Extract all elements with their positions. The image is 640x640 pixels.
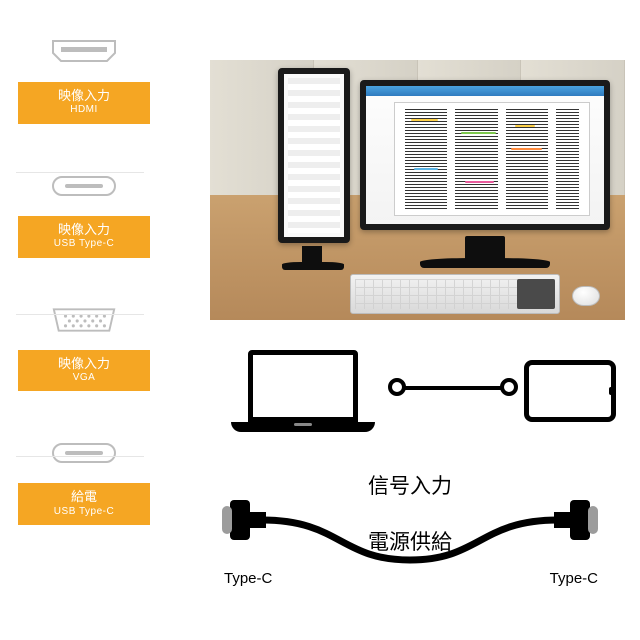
port-title: 映像入力	[18, 356, 150, 372]
right-connector-label: Type-C	[550, 570, 598, 587]
hdmi-icon	[48, 32, 120, 72]
divider	[16, 172, 144, 173]
port-label-hdmi: 映像入力 HDMI	[18, 82, 150, 124]
divider	[16, 314, 144, 315]
port-label-usbc-video: 映像入力 USB Type-C	[18, 216, 150, 258]
port-column: 映像入力 HDMI 映像入力 USB Type-C	[14, 32, 154, 525]
port-title: 映像入力	[18, 222, 150, 238]
port-item-usbc-power: 給電 USB Type-C	[14, 433, 154, 525]
divider	[16, 456, 144, 457]
keyboard-icon	[350, 274, 560, 314]
port-title: 給電	[18, 489, 150, 505]
connection-node	[388, 378, 406, 396]
port-item-usbc-video: 映像入力 USB Type-C	[14, 166, 154, 258]
connection-line	[396, 386, 506, 390]
laptop-tablet-diagram	[230, 342, 610, 460]
tablet-icon	[524, 360, 616, 422]
port-title: 映像入力	[18, 88, 150, 104]
usbc-icon	[48, 433, 120, 473]
port-subtitle: USB Type-C	[18, 506, 150, 519]
port-subtitle: VGA	[18, 372, 150, 385]
mouse-icon	[572, 286, 600, 306]
port-subtitle: USB Type-C	[18, 238, 150, 251]
typec-cable-diagram: 信号入力 電源供給 Type-C Type-C	[200, 470, 620, 620]
port-subtitle: HDMI	[18, 104, 150, 117]
desktop-setup-photo	[210, 60, 625, 320]
connection-node	[500, 378, 518, 396]
horizontal-monitor-icon	[360, 80, 610, 230]
port-label-usbc-power: 給電 USB Type-C	[18, 483, 150, 525]
vga-icon	[48, 300, 120, 340]
laptop-icon	[248, 350, 375, 432]
vertical-monitor-icon	[278, 68, 350, 243]
left-connector-label: Type-C	[224, 570, 272, 587]
power-supply-label: 電源供給	[368, 526, 452, 556]
port-item-hdmi: 映像入力 HDMI	[14, 32, 154, 124]
port-label-vga: 映像入力 VGA	[18, 350, 150, 392]
